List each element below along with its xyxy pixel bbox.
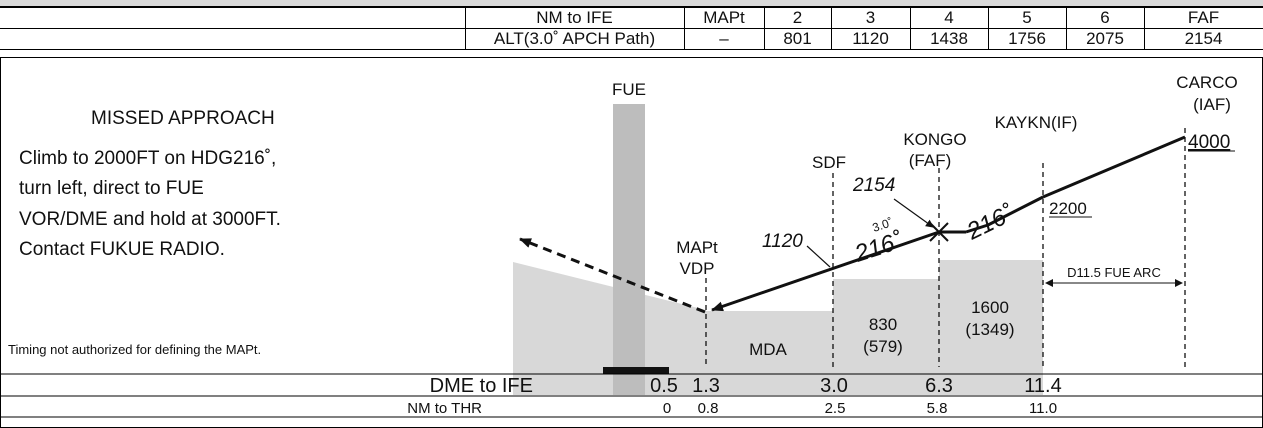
kaykn-altitude: 2200: [1049, 199, 1087, 218]
thr-label: NM to THR: [407, 400, 482, 417]
timing-note: Timing not authorized for defining the M…: [8, 342, 261, 357]
thr-1: 0.8: [698, 400, 719, 417]
glide-angle: 3.0˚: [871, 215, 895, 235]
faf-altitude: 2154: [852, 175, 895, 196]
faf-seg-alt: 1600: [971, 298, 1009, 317]
fue-vor-bar: [613, 104, 645, 395]
course-intermediate: 216˚: [962, 200, 1019, 246]
runway-mark: [603, 367, 669, 374]
missed-approach-line-3: VOR/DME and hold at 3000FT.: [19, 209, 281, 230]
carco-label: CARCO: [1176, 73, 1237, 92]
intermediate-segment: [987, 195, 1044, 227]
initial-segment: [1042, 135, 1186, 199]
course-final: 216˚: [851, 227, 907, 268]
missed-approach-line-4: Contact FUKUE RADIO.: [19, 239, 225, 260]
missed-approach-title: MISSED APPROACH: [91, 108, 275, 129]
dme-label: DME to IFE: [430, 375, 533, 397]
sdf-segment: [833, 279, 939, 395]
fue-label: FUE: [612, 80, 646, 99]
missed-approach-path: [519, 237, 706, 314]
dme-4: 11.4: [1024, 375, 1061, 397]
mda-label: MDA: [749, 340, 787, 359]
kongo-faf-label: (FAF): [909, 151, 952, 170]
dme-3: 6.3: [925, 375, 953, 397]
alt-label: ALT(3.0˚ APCH Path): [464, 28, 685, 50]
kongo-label: KONGO: [903, 130, 966, 149]
carco-altitude: 4000: [1188, 132, 1230, 153]
carco-iaf-label: (IAF): [1193, 95, 1231, 114]
dme-1: 1.3: [692, 375, 720, 397]
nm-to-ife-row: NM to IFE MAPt 2 3 4 5 6 FAF: [0, 7, 1263, 29]
alt-faf: 2154: [1143, 28, 1263, 50]
mda-segment: [706, 311, 833, 395]
missed-approach-area: [513, 262, 706, 395]
faf-alt-leader: [893, 198, 934, 228]
faf-cross-b: [929, 222, 949, 242]
sdf-seg-hat: (579): [863, 337, 903, 356]
thr-4: 11.0: [1029, 400, 1057, 417]
thr-0: 0: [663, 400, 671, 417]
alt-5: 1756: [987, 28, 1067, 50]
kaykn-label: KAYKN(IF): [995, 113, 1078, 132]
faf-level: [965, 223, 989, 234]
vdp-label: VDP: [680, 259, 715, 278]
thr-2: 2.5: [825, 400, 846, 417]
dme-0: 0.5: [650, 375, 678, 397]
sdf-label: SDF: [812, 153, 846, 172]
alt-row: ALT(3.0˚ APCH Path) – 801 1120 1438 1756…: [0, 28, 1263, 50]
mapt-label: MAPt: [676, 238, 718, 257]
col-mapt: MAPt: [683, 7, 765, 29]
alt-3: 1120: [830, 28, 911, 50]
faf-seg-hat: (1349): [965, 320, 1014, 339]
top-bar: [0, 0, 1263, 7]
missed-approach-line-2: turn left, direct to FUE: [19, 178, 204, 199]
sdf-seg-alt: 830: [869, 315, 897, 334]
thr-3: 5.8: [927, 400, 948, 417]
arc-label: D11.5 FUE ARC: [1067, 265, 1161, 280]
altitude-table: NM to IFE MAPt 2 3 4 5 6 FAF ALT(3.0˚ AP…: [0, 7, 1263, 50]
missed-approach-line-1: Climb to 2000FT on HDG216˚,: [19, 148, 276, 169]
sdf-altitude: 1120: [762, 231, 803, 252]
alt-4: 1438: [909, 28, 989, 50]
alt-2: 801: [763, 28, 832, 50]
sdf-alt-leader: [806, 245, 831, 268]
dme-2: 3.0: [820, 375, 848, 397]
alt-6: 2075: [1065, 28, 1145, 50]
faf-segment: [939, 260, 1043, 395]
final-approach-path: [711, 230, 940, 312]
